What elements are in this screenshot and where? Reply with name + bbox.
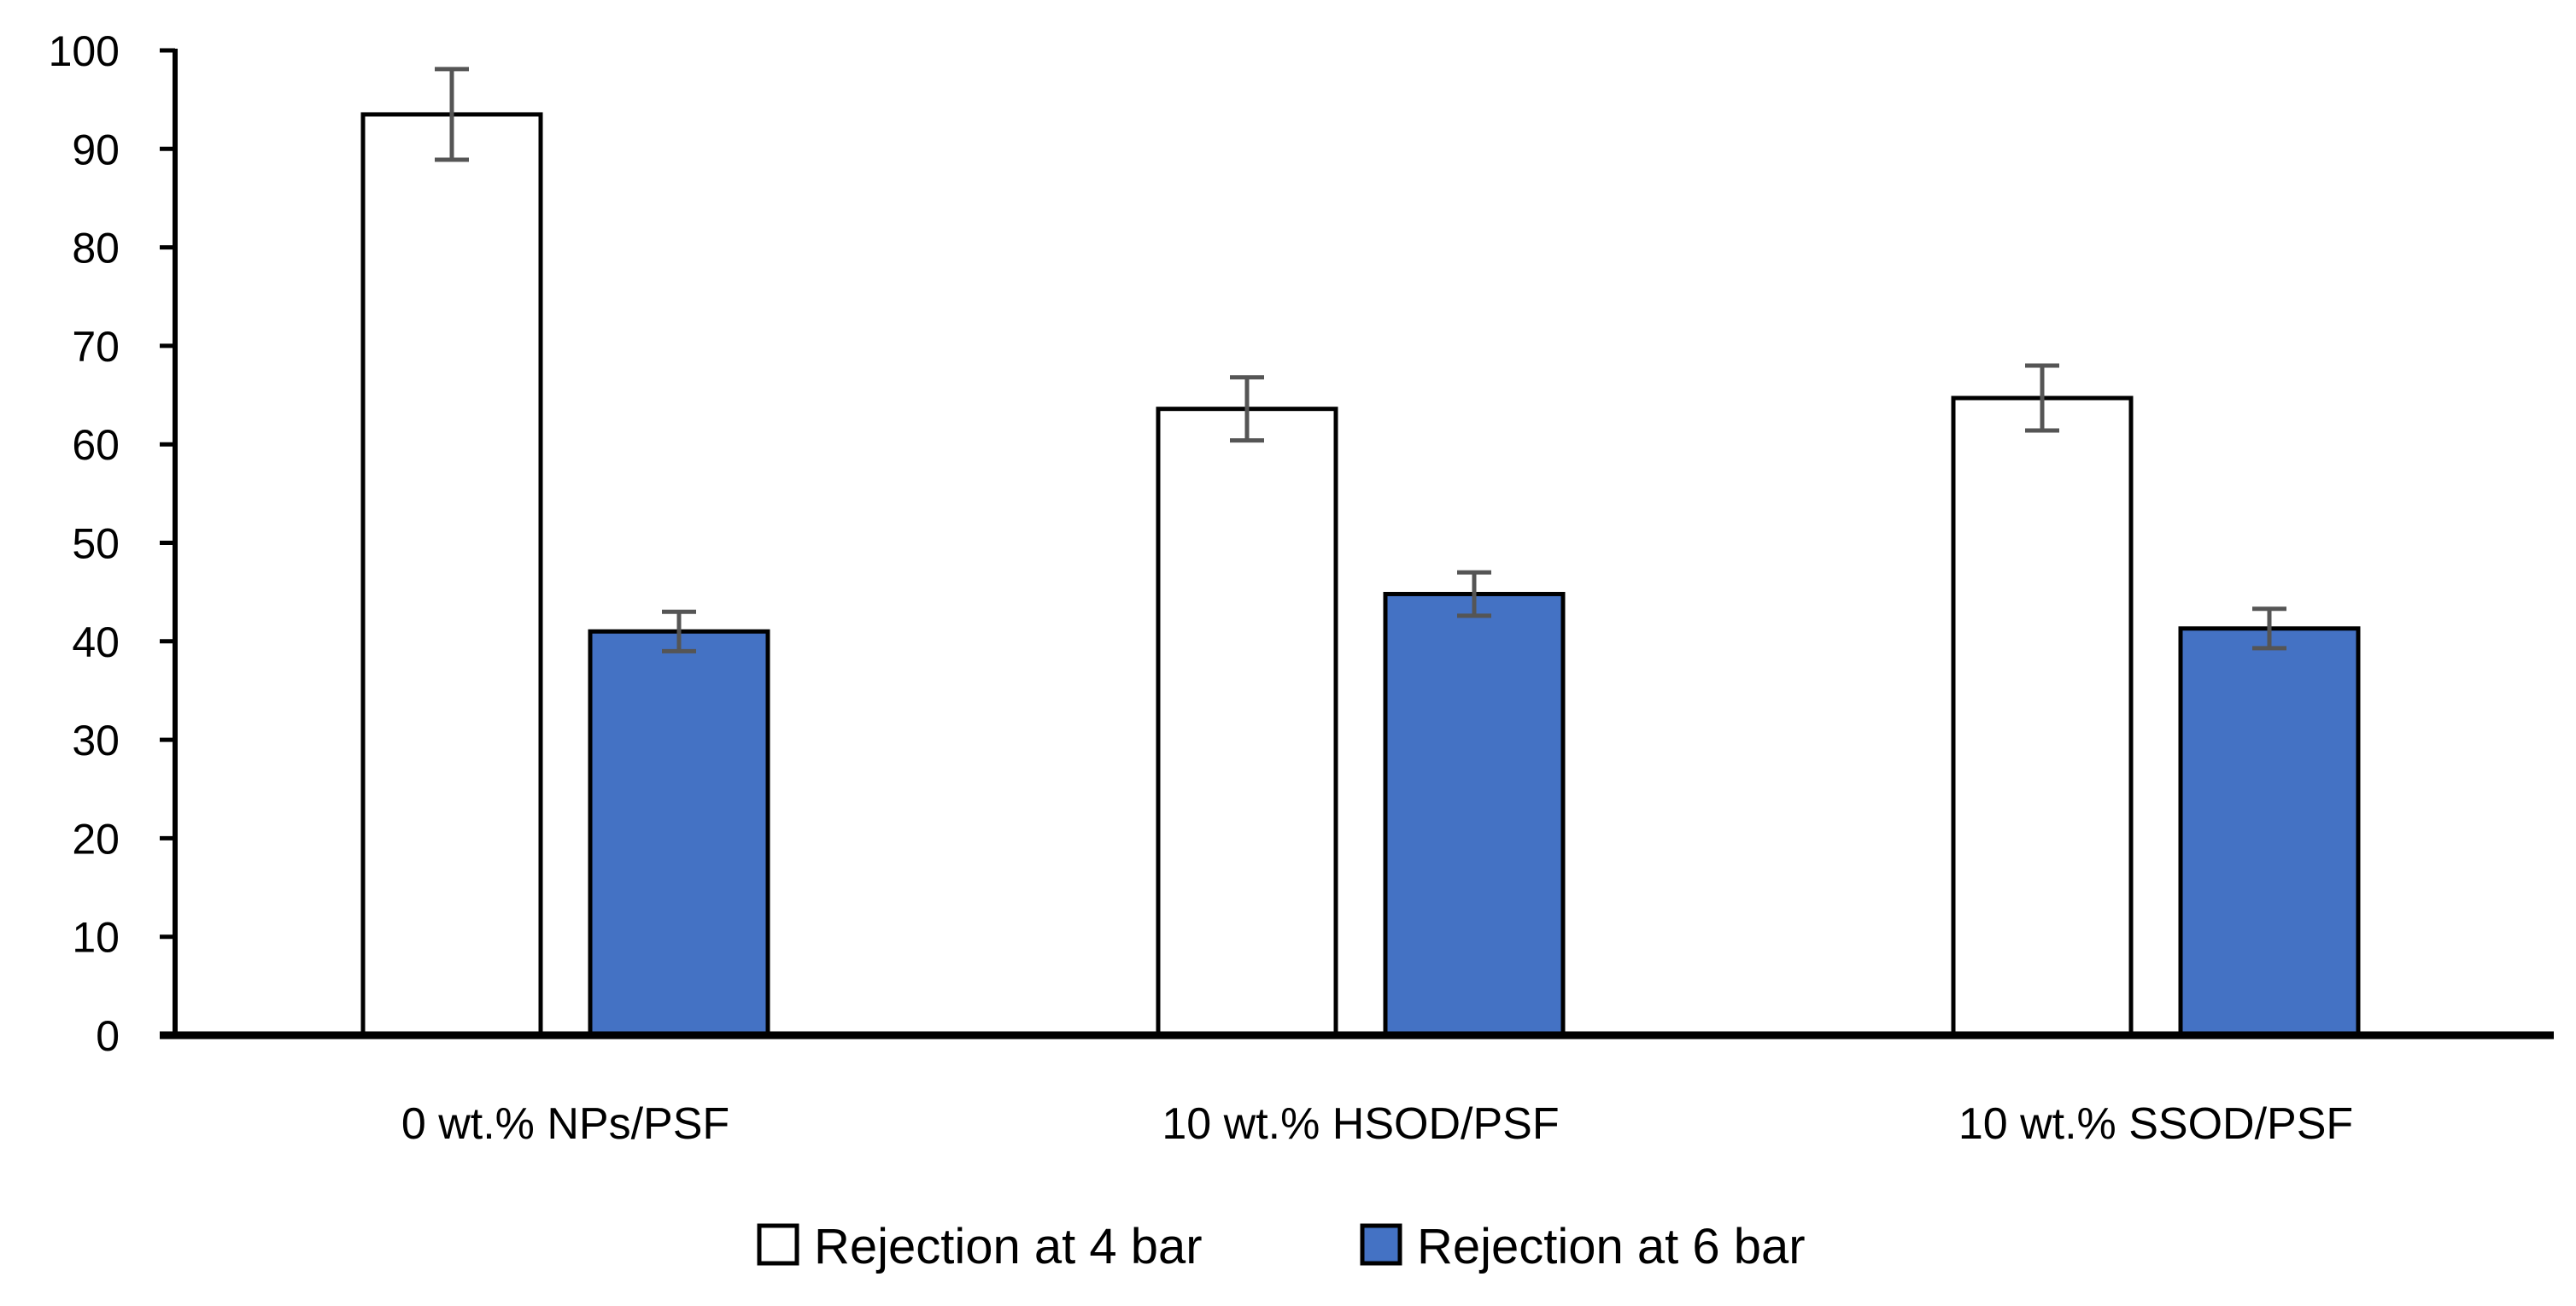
error-bar-series-1-category-2 — [1230, 375, 1264, 443]
error-bar-series-2-category-3 — [2252, 606, 2286, 651]
y-tick-label: 60 — [72, 421, 120, 469]
y-tick-label: 70 — [72, 323, 120, 371]
bars-layer — [360, 112, 2361, 1038]
legend-item-series-2: Rejection at 6 bar — [1360, 1219, 1806, 1274]
error-bars-layer — [435, 67, 2286, 653]
bar-series-2-category-1 — [588, 629, 770, 1038]
y-tick-label: 30 — [72, 717, 120, 764]
legend-swatch — [757, 1223, 799, 1266]
x-category-label: 0 wt.% NPs/PSF — [401, 1099, 729, 1149]
bar-series-1-category-1 — [360, 112, 543, 1038]
legend: Rejection at 4 bar Rejection at 6 bar — [757, 1219, 1806, 1274]
legend-label: Rejection at 4 bar — [814, 1219, 1203, 1274]
legend-item-series-1: Rejection at 4 bar — [757, 1219, 1203, 1274]
bar-series-2-category-3 — [2178, 626, 2361, 1038]
error-bar-series-1-category-3 — [2025, 363, 2059, 433]
axes-layer — [160, 48, 2554, 1040]
y-tick-label: 50 — [72, 520, 120, 568]
y-tick-label: 40 — [72, 618, 120, 666]
x-category-label: 10 wt.% HSOD/PSF — [1162, 1099, 1559, 1149]
y-tick-labels: 0 10 20 30 40 50 60 70 80 90 100 — [49, 27, 120, 1060]
bar-series-1-category-2 — [1156, 407, 1338, 1038]
error-bar-series-2-category-1 — [662, 609, 696, 653]
bar-series-1-category-3 — [1951, 395, 2134, 1038]
y-tick-label: 20 — [72, 815, 120, 863]
bar-series-2-category-2 — [1383, 591, 1566, 1038]
y-tick-label: 80 — [72, 225, 120, 272]
y-tick-label: 0 — [96, 1012, 120, 1060]
legend-label: Rejection at 6 bar — [1417, 1219, 1806, 1274]
x-category-labels: 0 wt.% NPs/PSF 10 wt.% HSOD/PSF 10 wt.% SS… — [401, 1099, 2353, 1149]
error-bar-series-2-category-2 — [1457, 570, 1491, 618]
y-tick-label: 100 — [49, 27, 120, 75]
error-bar-series-1-category-1 — [435, 67, 469, 162]
legend-swatch — [1360, 1223, 1402, 1266]
y-tick-label: 10 — [72, 914, 120, 962]
y-tick-label: 90 — [72, 126, 120, 173]
x-category-label: 10 wt.% SSOD/PSF — [1958, 1099, 2353, 1149]
